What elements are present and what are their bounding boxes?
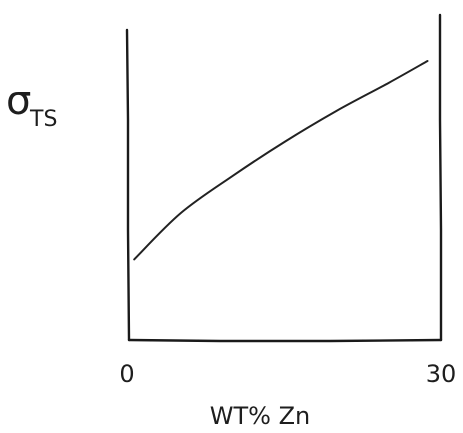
left-axis-line (125, 28, 131, 342)
chart-labels: σ TS 0 30 WT% Zn (6, 78, 456, 430)
chart-frame (125, 13, 443, 343)
series-line-0 (133, 60, 429, 261)
x-tick-label-0: 0 (119, 360, 134, 388)
series-layer (133, 60, 429, 261)
bottom-axis-line (127, 338, 443, 343)
x-axis-label: WT% Zn (210, 402, 310, 430)
y-axis-label-subscript: TS (29, 107, 57, 132)
y-axis-label-main: σ (6, 78, 31, 124)
x-tick-label-30: 30 (426, 360, 457, 388)
right-axis-line (438, 13, 443, 342)
